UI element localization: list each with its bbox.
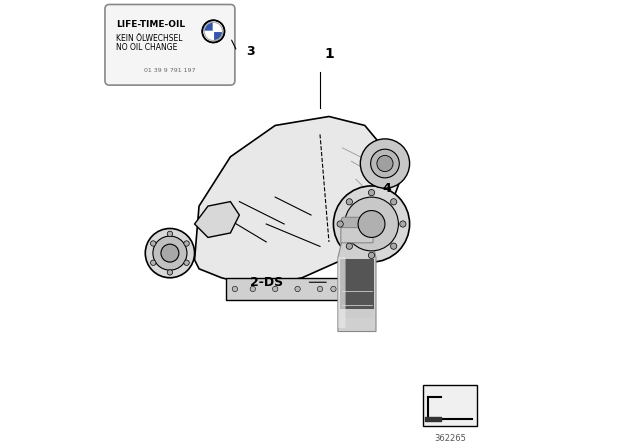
Bar	[423, 385, 477, 426]
Circle shape	[250, 286, 255, 292]
Text: 1: 1	[324, 47, 334, 61]
Circle shape	[184, 241, 189, 246]
Wedge shape	[213, 22, 223, 31]
Circle shape	[145, 228, 195, 278]
Circle shape	[333, 186, 410, 262]
Wedge shape	[204, 22, 213, 31]
Circle shape	[202, 20, 225, 43]
PathPatch shape	[195, 202, 239, 237]
Circle shape	[358, 211, 385, 237]
Text: 3: 3	[246, 45, 255, 58]
Text: 2-DS: 2-DS	[250, 276, 283, 289]
Circle shape	[167, 270, 173, 275]
Text: LIFE-TIME-OIL: LIFE-TIME-OIL	[116, 20, 186, 29]
Circle shape	[346, 199, 353, 205]
Circle shape	[150, 241, 156, 246]
Text: KEIN ÖLWECHSEL: KEIN ÖLWECHSEL	[116, 34, 182, 43]
Circle shape	[369, 190, 374, 196]
Circle shape	[184, 260, 189, 265]
Circle shape	[360, 139, 410, 188]
Circle shape	[344, 197, 398, 251]
Text: 01 39 9 791 197: 01 39 9 791 197	[144, 68, 196, 73]
Bar	[340, 259, 374, 318]
Wedge shape	[204, 31, 213, 41]
Bar	[340, 309, 374, 318]
Circle shape	[150, 260, 156, 265]
Circle shape	[346, 243, 353, 249]
FancyBboxPatch shape	[105, 4, 235, 85]
FancyBboxPatch shape	[339, 257, 346, 328]
Text: 362265: 362265	[434, 434, 466, 443]
Circle shape	[167, 231, 173, 237]
Circle shape	[153, 236, 187, 270]
Bar	[226, 278, 351, 300]
PathPatch shape	[195, 116, 401, 287]
Circle shape	[295, 286, 300, 292]
Circle shape	[390, 243, 397, 249]
Circle shape	[400, 221, 406, 227]
Circle shape	[377, 155, 393, 172]
Circle shape	[390, 199, 397, 205]
Circle shape	[371, 149, 399, 178]
FancyBboxPatch shape	[341, 228, 373, 243]
Circle shape	[337, 221, 343, 227]
Circle shape	[161, 244, 179, 262]
Circle shape	[204, 22, 223, 41]
PathPatch shape	[338, 242, 376, 332]
FancyBboxPatch shape	[341, 217, 372, 235]
Circle shape	[317, 286, 323, 292]
Text: NO OIL CHANGE: NO OIL CHANGE	[116, 43, 177, 52]
Circle shape	[273, 286, 278, 292]
Circle shape	[369, 252, 374, 258]
Text: 4: 4	[383, 181, 392, 195]
Circle shape	[232, 286, 237, 292]
Circle shape	[331, 286, 336, 292]
Wedge shape	[213, 31, 223, 41]
